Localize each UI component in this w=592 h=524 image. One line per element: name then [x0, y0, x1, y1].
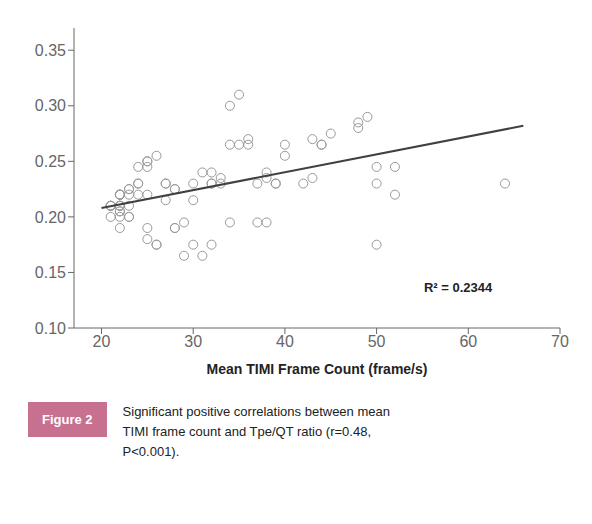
- svg-text:20: 20: [93, 333, 111, 350]
- svg-text:0.20: 0.20: [35, 209, 66, 226]
- svg-text:30: 30: [184, 333, 202, 350]
- svg-text:70: 70: [551, 333, 569, 350]
- html-text:R² = 0.2344: R² = 0.2344: [423, 280, 493, 295]
- svg-text:Mean TIMI Frame Count (frame/s: Mean TIMI Frame Count (frame/s): [207, 361, 428, 377]
- svg-text:0.15: 0.15: [35, 264, 66, 281]
- svg-text:50: 50: [368, 333, 386, 350]
- html-text:Figure 2: Figure 2: [42, 412, 93, 427]
- svg-text:0.25: 0.25: [35, 153, 66, 170]
- svg-text:0.35: 0.35: [35, 42, 66, 59]
- svg-text:60: 60: [459, 333, 477, 350]
- svg-text:0.10: 0.10: [35, 320, 66, 337]
- html-text:Significant positive correlati: Significant positive correlations betwee…: [122, 404, 390, 460]
- svg-text:40: 40: [276, 333, 294, 350]
- svg-text:0.30: 0.30: [35, 97, 66, 114]
